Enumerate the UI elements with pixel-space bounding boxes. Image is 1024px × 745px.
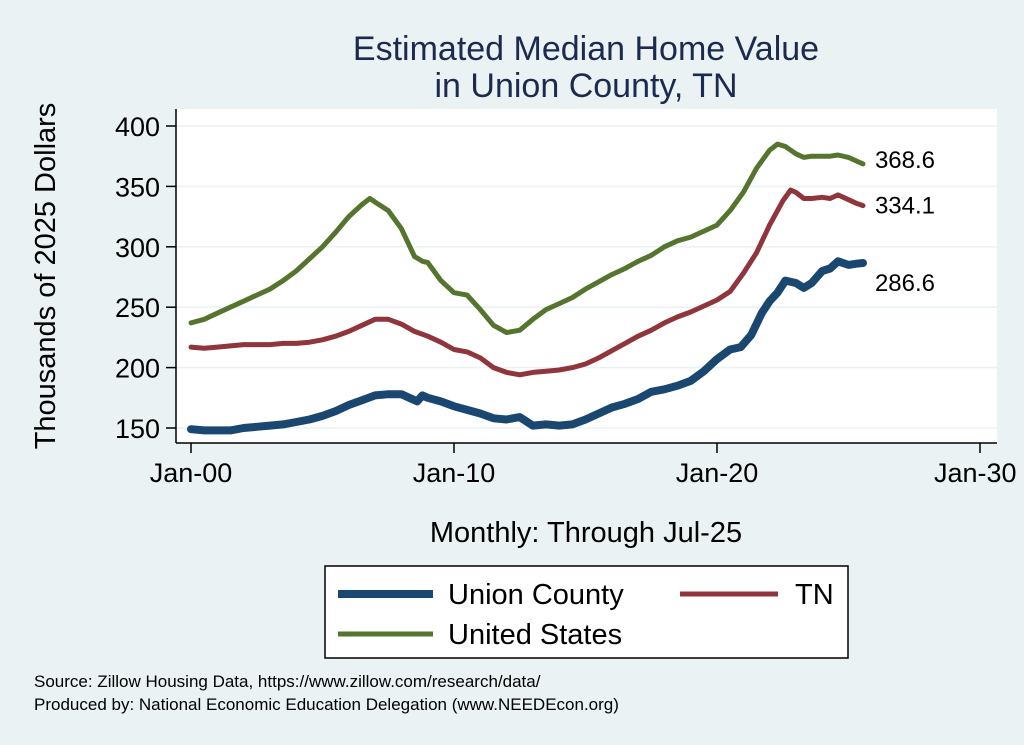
x-ticks: Jan-00 Jan-10 Jan-20 Jan-30 [150, 443, 1017, 488]
source-note: Source: Zillow Housing Data, https://www… [34, 672, 541, 691]
y-ticks: 150 200 250 300 350 400 [115, 112, 176, 444]
legend-items: Union County TN United States [338, 579, 834, 651]
x-tick-label: Jan-20 [676, 458, 759, 488]
plot-area [176, 109, 997, 443]
producer-note: Produced by: National Economic Education… [34, 695, 619, 714]
series-lines [187, 141, 867, 435]
x-tick-label: Jan-00 [150, 458, 233, 488]
series-line [188, 187, 866, 378]
legend: Union County TN United States [324, 565, 849, 659]
y-axis-title: Thousands of 2025 Dollars [30, 103, 62, 450]
series-end-label: 334.1 [875, 193, 935, 220]
legend-box [324, 565, 849, 659]
x-axis-title: Monthly: Through Jul-25 [430, 517, 742, 549]
y-tick-label: 250 [115, 293, 160, 323]
series-end-label: 286.6 [875, 270, 935, 297]
legend-label: Union County [448, 579, 624, 611]
legend-label: TN [795, 579, 834, 611]
x-tick-label: Jan-30 [934, 458, 1017, 488]
series-line [187, 257, 867, 435]
series-line [188, 141, 866, 336]
y-tick-label: 300 [115, 233, 160, 263]
y-tick-label: 400 [115, 112, 160, 142]
axes [175, 109, 997, 444]
y-tick-label: 200 [115, 354, 160, 384]
gridlines [176, 125, 997, 429]
chart-title-line-1: Estimated Median Home Value [353, 30, 819, 68]
series-end-label: 368.6 [875, 147, 935, 174]
y-tick-label: 150 [115, 414, 160, 444]
chart-title-line-2: in Union County, TN [435, 67, 738, 105]
y-tick-label: 350 [115, 172, 160, 202]
end-labels: 286.6 334.1 368.6 [875, 147, 935, 297]
legend-label: United States [448, 619, 622, 651]
x-tick-label: Jan-10 [413, 458, 496, 488]
